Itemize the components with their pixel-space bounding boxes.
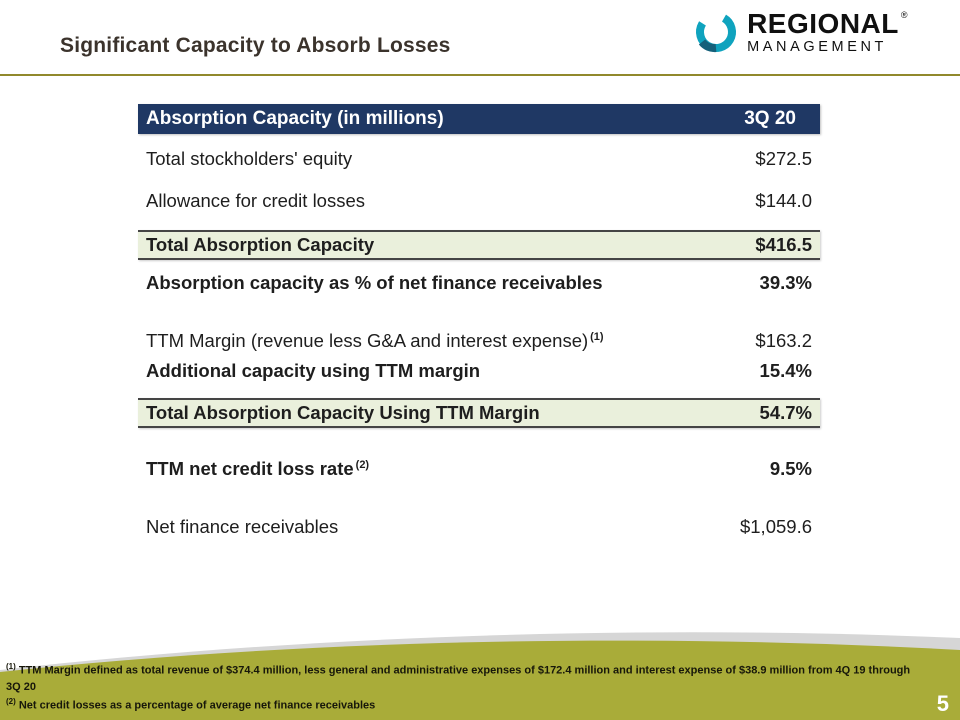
row-label: Total Absorption Capacity Using TTM Marg… bbox=[146, 402, 540, 423]
table-row: Additional capacity using TTM margin 15.… bbox=[138, 356, 820, 386]
footnote-1: (1) TTM Margin defined as total revenue … bbox=[6, 661, 911, 697]
row-label: Additional capacity using TTM margin bbox=[146, 360, 481, 381]
row-value: $144.0 bbox=[755, 190, 812, 211]
logo-text: REGIONAL ® MANAGEMENT bbox=[747, 7, 908, 55]
footnote-1-text: TTM Margin defined as total revenue of $… bbox=[6, 664, 911, 694]
logo-swoosh-icon bbox=[696, 12, 737, 53]
company-logo: REGIONAL ® MANAGEMENT bbox=[692, 8, 908, 56]
row-label: Allowance for credit losses bbox=[146, 190, 366, 211]
footnote-2-superscript: (2) bbox=[6, 697, 16, 707]
row-value: $416.5 bbox=[755, 234, 812, 255]
row-label: TTM Margin (revenue less G&A and interes… bbox=[146, 330, 589, 351]
row-label: Net finance receivables bbox=[146, 516, 339, 537]
row-label: Total stockholders' equity bbox=[146, 148, 353, 169]
logo-regional-text: REGIONAL bbox=[747, 7, 899, 39]
table-row-total: Total Absorption Capacity $416.5 bbox=[138, 230, 820, 260]
table-row-total: Total Absorption Capacity Using TTM Marg… bbox=[138, 398, 820, 428]
table-header-value: 3Q 20 bbox=[744, 108, 796, 129]
table-header-label: Absorption Capacity (in millions) bbox=[146, 108, 444, 129]
table-row: Allowance for credit losses $144.0 bbox=[138, 186, 820, 216]
footer-olive-curve bbox=[0, 640, 960, 720]
page-number: 5 bbox=[936, 691, 949, 716]
row-value: $272.5 bbox=[755, 148, 812, 169]
table-row: Total stockholders' equity $272.5 bbox=[138, 144, 820, 174]
table-row: TTM Margin (revenue less G&A and interes… bbox=[138, 326, 820, 356]
row-label: Total Absorption Capacity bbox=[146, 234, 375, 255]
footnotes: (1) TTM Margin defined as total revenue … bbox=[6, 661, 911, 715]
header-divider bbox=[0, 74, 960, 76]
footer-wave-band bbox=[0, 632, 960, 720]
row-value: 39.3% bbox=[759, 272, 812, 293]
logo-line1: REGIONAL ® bbox=[747, 7, 908, 39]
row-superscript: (1) bbox=[590, 330, 604, 343]
footnote-2: (2) Net credit losses as a percentage of… bbox=[6, 696, 911, 715]
row-label: Absorption capacity as % of net finance … bbox=[146, 272, 603, 293]
row-value: 15.4% bbox=[759, 360, 812, 381]
row-value: $163.2 bbox=[755, 330, 812, 351]
footnote-1-superscript: (1) bbox=[6, 661, 16, 671]
row-label: TTM net credit loss rate bbox=[146, 458, 354, 479]
table-row: Net finance receivables $1,059.6 bbox=[138, 512, 820, 542]
registered-mark: ® bbox=[900, 9, 908, 20]
row-value: 54.7% bbox=[759, 402, 812, 423]
page-title: Significant Capacity to Absorb Losses bbox=[60, 34, 451, 57]
table-header-row: Absorption Capacity (in millions) 3Q 20 bbox=[138, 104, 820, 134]
logo-management-text: MANAGEMENT bbox=[747, 38, 887, 55]
footnote-2-text: Net credit losses as a percentage of ave… bbox=[18, 699, 376, 712]
row-value: 9.5% bbox=[769, 458, 812, 479]
absorption-capacity-table: Absorption Capacity (in millions) 3Q 20 … bbox=[138, 104, 820, 542]
row-superscript: (2) bbox=[355, 458, 370, 471]
row-value: $1,059.6 bbox=[739, 516, 812, 537]
table-row: Absorption capacity as % of net finance … bbox=[138, 268, 820, 298]
table-row: TTM net credit loss rate (2) 9.5% bbox=[138, 454, 820, 484]
